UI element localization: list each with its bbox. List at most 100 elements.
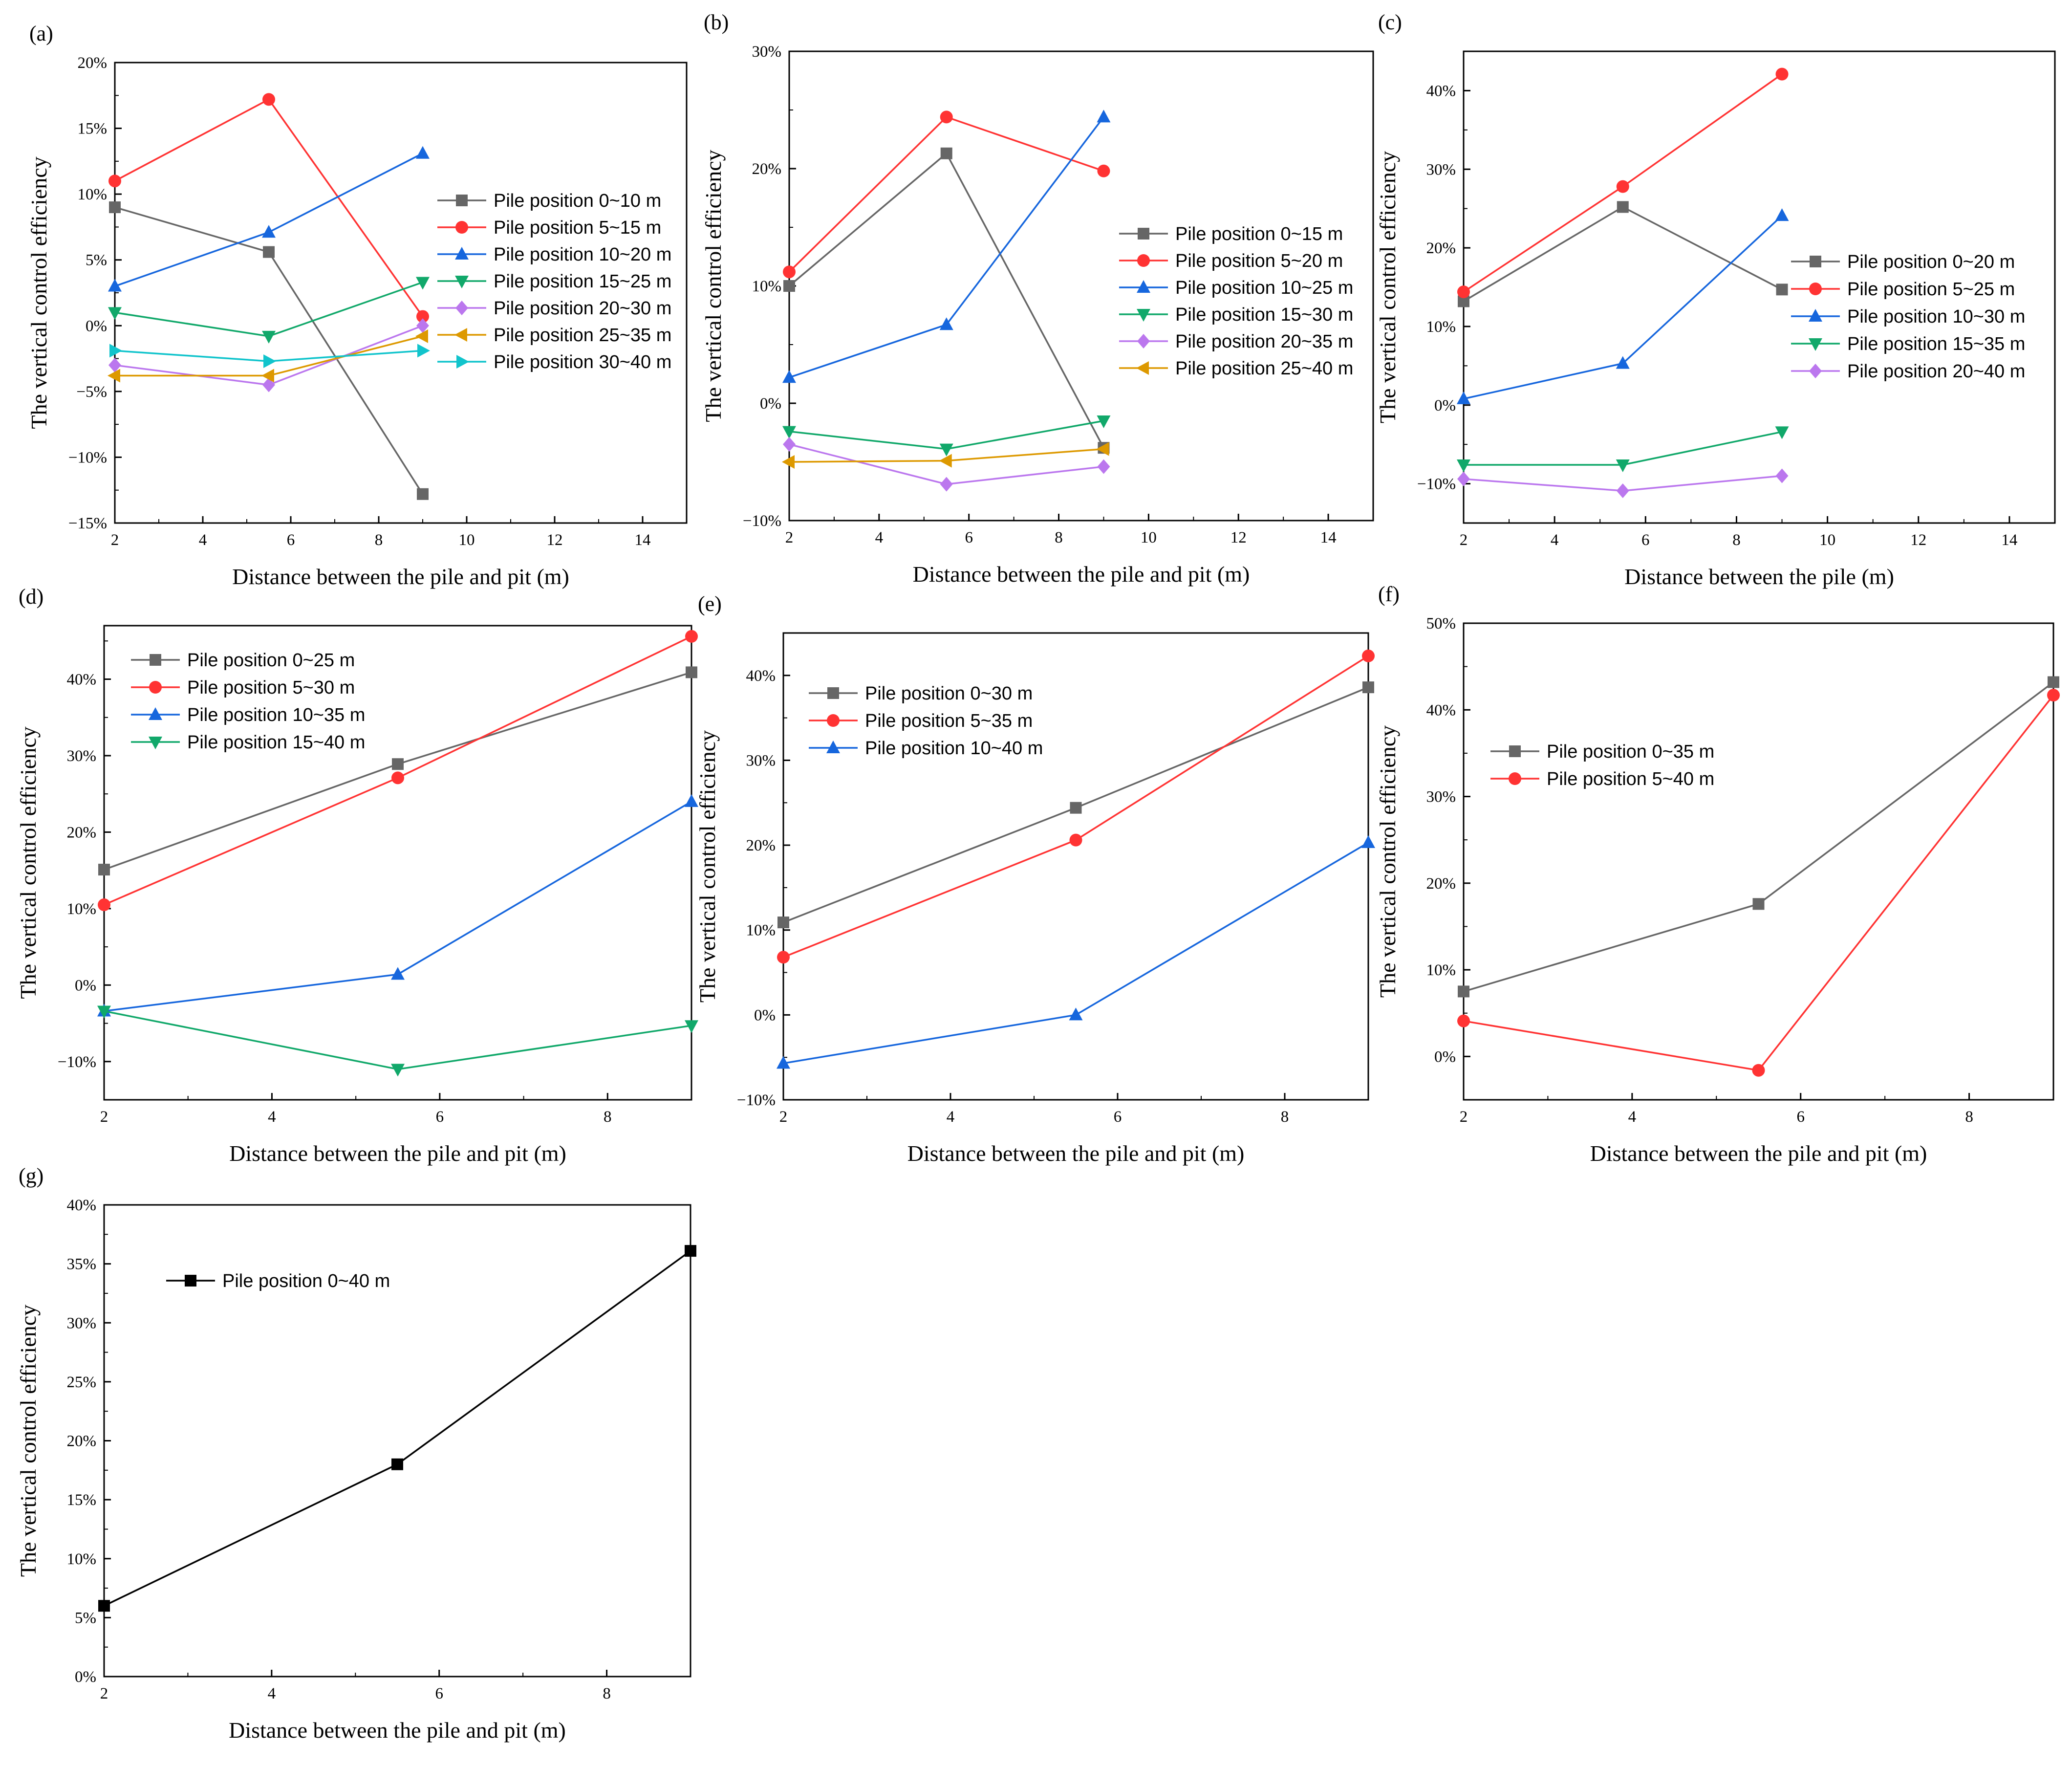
x-tick-label: 8	[1055, 529, 1063, 546]
series	[108, 318, 429, 393]
legend-entry: Pile position 0~40 m	[166, 1271, 390, 1291]
y-tick-label: 10%	[67, 1550, 97, 1568]
legend-label: Pile position 0~25 m	[187, 650, 355, 671]
legend-entry: Pile position 0~15 m	[1119, 224, 1343, 244]
data-point	[1362, 649, 1375, 662]
legend-marker	[1809, 364, 1822, 378]
data-point	[1775, 67, 1789, 81]
x-tick-label: 2	[779, 1108, 788, 1126]
panel-label: (b)	[704, 10, 729, 34]
y-tick-label: 35%	[67, 1256, 97, 1273]
series-line	[104, 635, 692, 906]
x-tick-label: 2	[100, 1108, 108, 1126]
series	[782, 109, 1111, 383]
legend-marker	[1136, 361, 1149, 375]
x-tick-label: 8	[603, 1685, 611, 1702]
series	[1457, 67, 1789, 299]
plot-frame	[114, 62, 688, 524]
x-tick-label: 12	[1910, 531, 1926, 549]
legend-label: Pile position 15~40 m	[187, 732, 365, 753]
legend-entry: Pile position 15~40 m	[131, 732, 365, 753]
x-tick-label: 4	[268, 1108, 276, 1126]
x-tick-label: 8	[1965, 1108, 1973, 1126]
legend-marker	[1137, 280, 1150, 293]
legend-entry: Pile position 0~30 m	[809, 683, 1033, 704]
legend-label: Pile position 10~35 m	[187, 705, 365, 725]
legend-marker	[185, 1275, 196, 1287]
data-point	[1616, 483, 1629, 499]
series	[1458, 676, 2059, 998]
data-point	[391, 1064, 405, 1077]
y-tick-label: 30%	[67, 747, 97, 765]
series-line	[114, 281, 423, 337]
legend-entry: Pile position 10~30 m	[1791, 306, 2025, 327]
data-point	[2048, 676, 2059, 688]
y-tick-label: 40%	[1426, 82, 1456, 100]
x-tick-label: 2	[111, 531, 119, 549]
data-point	[391, 771, 404, 785]
legend-entry: Pile position 5~35 m	[809, 711, 1033, 731]
legend-entry: Pile position 15~25 m	[437, 271, 671, 292]
y-tick-label: 20%	[1426, 240, 1456, 257]
data-point	[783, 280, 795, 292]
legend-marker	[1810, 256, 1821, 267]
y-tick-label: 10%	[67, 900, 97, 918]
y-tick-label: −10%	[1417, 476, 1456, 493]
x-tick-label: 10	[1141, 529, 1157, 546]
x-tick-label: 6	[965, 529, 973, 546]
data-point	[108, 175, 121, 188]
data-point	[109, 201, 121, 214]
data-point	[1096, 442, 1109, 456]
series	[1458, 201, 1788, 307]
x-tick-label: 4	[1628, 1108, 1637, 1126]
chart-panel: (d) 2 4 6 8 −10% 0% 10% 20% 30% 40% Distance betwee…	[16, 585, 698, 1166]
x-tick-label: 4	[875, 529, 884, 546]
y-tick-label: −10%	[743, 512, 781, 530]
legend-label: Pile position 30~40 m	[494, 352, 671, 372]
y-tick-label: 15%	[78, 120, 108, 138]
data-point	[1361, 835, 1375, 848]
y-tick-label: 0%	[75, 1668, 96, 1686]
legend-label: Pile position 15~30 m	[1175, 305, 1353, 325]
series-line	[104, 1010, 692, 1070]
series	[783, 437, 1110, 492]
y-tick-label: 30%	[1426, 161, 1456, 178]
data-point	[1752, 898, 1765, 910]
y-axis-title: The vertical control efficiency	[695, 730, 720, 1003]
legend-marker	[149, 707, 162, 720]
x-tick-label: 2	[785, 529, 794, 546]
legend-marker	[455, 247, 469, 260]
x-tick-label: 6	[435, 1685, 443, 1702]
legend-entry: Pile position 10~35 m	[131, 705, 365, 725]
y-tick-label: 30%	[752, 43, 782, 61]
series	[777, 835, 1375, 1069]
data-point	[782, 370, 796, 383]
data-point	[685, 1020, 698, 1033]
x-tick-label: 2	[1460, 1108, 1468, 1126]
legend-marker	[827, 714, 840, 727]
panel-label: (f)	[1378, 582, 1400, 606]
data-point	[262, 93, 275, 106]
legend-entry: Pile position 5~15 m	[437, 218, 661, 238]
series-line	[104, 671, 692, 871]
legend-marker	[1138, 228, 1149, 240]
y-tick-label: 40%	[67, 671, 97, 689]
y-tick-label: 25%	[67, 1374, 97, 1391]
legend-marker	[150, 654, 161, 666]
y-tick-label: 20%	[1426, 875, 1456, 893]
legend-label: Pile position 25~35 m	[494, 325, 671, 346]
chart-panel: (b) 2 4 6 8 10 12 14 −10% 0% 10% 20% 30% Distance bet…	[701, 10, 1374, 587]
series	[1457, 468, 1789, 499]
y-tick-label: 30%	[67, 1314, 97, 1332]
y-tick-label: 5%	[86, 252, 107, 269]
legend-entry: Pile position 15~30 m	[1119, 305, 1353, 325]
data-point	[391, 967, 405, 980]
legend-marker	[826, 741, 840, 753]
chart-panel: (e) 2 4 6 8 −10% 0% 10% 20% 30% 40% Distance betwee…	[695, 592, 1375, 1166]
y-tick-label: 0%	[754, 1006, 776, 1024]
legend-label: Pile position 25~40 m	[1175, 358, 1353, 379]
data-point	[940, 477, 953, 492]
data-point	[1457, 1014, 1470, 1027]
legend-entry: Pile position 25~35 m	[437, 325, 671, 346]
legend-entry: Pile position 10~40 m	[809, 738, 1043, 759]
